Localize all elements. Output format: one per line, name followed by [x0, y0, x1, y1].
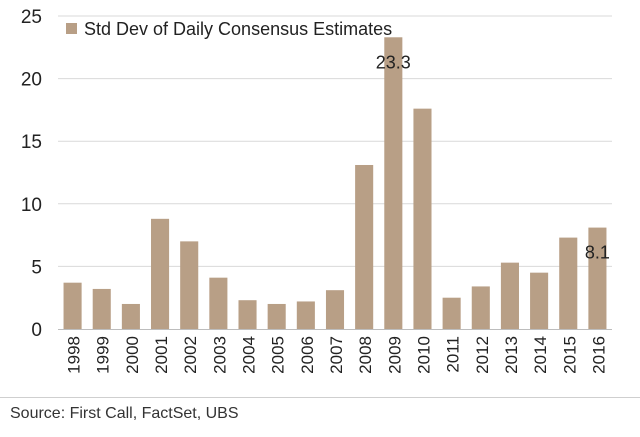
x-tick-label: 2004 — [240, 336, 259, 374]
y-tick-label: 20 — [21, 70, 42, 91]
x-tick-label: 2002 — [181, 336, 200, 374]
bar — [92, 288, 111, 329]
x-tick-label: 2009 — [385, 336, 404, 374]
bar — [238, 300, 257, 329]
data-label: 8.1 — [585, 243, 610, 263]
y-tick-label: 0 — [31, 320, 42, 341]
x-tick-label: 2006 — [298, 336, 317, 374]
x-tick-label: 2012 — [473, 336, 492, 374]
y-tick-label: 5 — [31, 257, 42, 278]
bar — [267, 303, 286, 329]
x-tick-label: 2005 — [269, 336, 288, 374]
bar — [325, 290, 345, 329]
x-tick-label: 1999 — [94, 336, 113, 374]
bar — [442, 297, 461, 329]
x-axis-ticks: 1998 1999 2000 2001 2002 2003 2004 2005 2006 2007… — [65, 336, 609, 374]
x-tick-label: 2000 — [123, 336, 142, 374]
x-tick-label: 2007 — [327, 336, 346, 374]
x-tick-label: 2010 — [414, 336, 433, 374]
y-tick-label: 15 — [21, 132, 42, 153]
x-tick-label: 2013 — [502, 336, 521, 374]
bar — [63, 282, 82, 329]
x-tick-label: 2011 — [444, 336, 463, 373]
data-labels: 23.3 8.1 — [376, 52, 610, 262]
bar — [180, 241, 199, 329]
y-tick-label: 25 — [21, 7, 42, 28]
bar — [471, 286, 490, 329]
bar — [151, 218, 170, 329]
x-tick-label: 2016 — [589, 336, 608, 374]
bar — [296, 301, 315, 329]
legend-swatch — [66, 23, 77, 34]
y-axis-ticks: 0 5 10 15 20 25 — [21, 7, 42, 341]
y-tick-label: 10 — [21, 195, 42, 216]
bar-chart: 0 5 10 15 20 25 1998 1999 2000 2001 2002 2003 2004 2… — [21, 7, 612, 374]
bar — [413, 108, 432, 329]
x-tick-label: 1998 — [65, 336, 84, 374]
data-label: 23.3 — [376, 52, 411, 72]
x-tick-label: 2014 — [531, 336, 550, 374]
bar — [500, 262, 519, 329]
source-note: Source: First Call, FactSet, UBS — [10, 405, 239, 422]
x-tick-label: 2003 — [210, 336, 229, 374]
gridlines — [58, 15, 612, 267]
legend: Std Dev of Daily Consensus Estimates — [66, 19, 392, 39]
bar — [384, 37, 403, 330]
bars — [63, 37, 607, 330]
bar — [530, 272, 549, 329]
bar — [121, 303, 140, 329]
x-tick-label: 2015 — [560, 336, 579, 374]
x-tick-label: 2001 — [152, 336, 171, 374]
bar — [559, 237, 578, 329]
bar — [588, 227, 607, 329]
bar — [355, 164, 374, 329]
bar — [209, 277, 228, 329]
x-tick-label: 2008 — [356, 336, 375, 374]
legend-label: Std Dev of Daily Consensus Estimates — [84, 19, 392, 39]
divider — [0, 397, 640, 398]
